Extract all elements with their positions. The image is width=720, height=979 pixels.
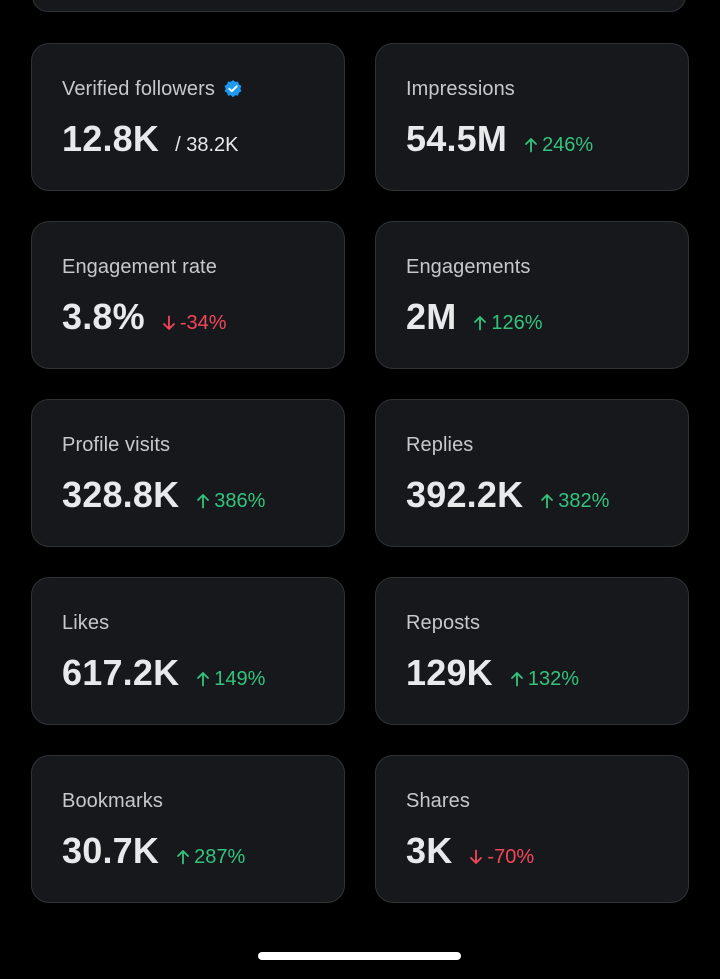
metric-title: Reposts [406,611,481,634]
metric-title: Verified followers [62,77,215,100]
metric-title: Replies [406,433,474,456]
metric-value: 392.2K [406,474,524,515]
metric-title: Shares [406,789,470,812]
metric-trend: 126% [472,312,543,335]
metric-title: Impressions [406,77,515,100]
metric-value: 30.7K [62,830,160,871]
metric-change: 246% [542,134,594,156]
metric-value: 328.8K [62,474,180,515]
metric-value: 129K [406,652,493,693]
arrow-up-icon [195,670,211,687]
metric-trend: 287% [175,846,245,869]
metric-trend: 246% [523,134,593,157]
metric-total: / 38.2K [175,134,239,156]
metric-trend: 386% [195,490,265,513]
arrow-down-icon [468,848,484,864]
metrics-grid: Verified followers 12.8K / 38.2K Impress… [31,43,689,903]
arrow-up-icon [539,492,555,509]
metric-change: -34% [179,312,227,334]
metric-card-profile-visits[interactable]: Profile visits 328.8K 386% [31,399,345,547]
card-value-row: 30.7K 287% [62,830,314,872]
metric-trend: -70% [468,846,534,869]
card-value-row: 3K -70% [406,830,658,872]
card-value-row: 392.2K 382% [406,474,658,516]
card-value-row: 3.8% -34% [62,296,314,338]
metric-trend: 132% [509,668,579,691]
card-value-row: 617.2K 149% [62,652,314,694]
metric-card-verified-followers[interactable]: Verified followers 12.8K / 38.2K [31,43,345,191]
metric-title: Engagement rate [62,255,217,278]
metric-value: 2M [406,296,457,337]
card-title-row: Replies [406,432,658,458]
card-value-row: 12.8K / 38.2K [62,118,314,160]
metric-trend: -34% [161,312,227,335]
metric-card-engagement-rate[interactable]: Engagement rate 3.8% -34% [31,221,345,369]
metric-card-impressions[interactable]: Impressions 54.5M 246% [375,43,689,191]
verified-badge-icon [223,79,243,99]
card-title-row: Profile visits [62,432,314,458]
metric-card-likes[interactable]: Likes 617.2K 149% [31,577,345,725]
card-title-row: Verified followers [62,76,314,102]
metric-trend: 382% [539,490,609,513]
metric-card-engagements[interactable]: Engagements 2M 126% [375,221,689,369]
home-indicator-bar[interactable] [258,952,461,960]
metric-change: 382% [558,490,610,512]
metric-trend: 149% [195,668,265,691]
card-title-row: Bookmarks [62,788,314,814]
card-title-row: Engagement rate [62,254,314,280]
arrow-down-icon [161,314,177,330]
card-title-row: Shares [406,788,658,814]
metric-change: 386% [214,490,266,512]
metric-value: 3.8% [62,296,145,337]
card-title-row: Engagements [406,254,658,280]
metric-card-shares[interactable]: Shares 3K -70% [375,755,689,903]
card-title-row: Impressions [406,76,658,102]
previous-card-edge [32,0,686,12]
card-value-row: 54.5M 246% [406,118,658,160]
metric-value: 54.5M [406,118,508,159]
metric-change: -70% [487,846,535,868]
metric-title: Bookmarks [62,789,163,812]
arrow-up-icon [175,848,191,865]
arrow-up-icon [195,492,211,509]
card-value-row: 129K 132% [406,652,658,694]
metric-change: 126% [491,312,543,334]
card-title-row: Reposts [406,610,658,636]
metric-title: Engagements [406,255,531,278]
metric-title: Likes [62,611,110,634]
metric-change: 132% [527,668,580,690]
card-value-row: 328.8K 386% [62,474,314,516]
metric-value: 617.2K [62,652,180,693]
metric-change: 287% [194,846,246,868]
metric-change: 149% [214,668,266,690]
metric-value: 3K [406,830,453,871]
metric-card-reposts[interactable]: Reposts 129K 132% [375,577,689,725]
card-title-row: Likes [62,610,314,636]
metric-title: Profile visits [62,433,171,456]
arrow-up-icon [523,136,539,153]
metric-card-replies[interactable]: Replies 392.2K 382% [375,399,689,547]
card-value-row: 2M 126% [406,296,658,338]
metric-card-bookmarks[interactable]: Bookmarks 30.7K 287% [31,755,345,903]
metric-value: 12.8K [62,118,160,159]
arrow-up-icon [472,314,488,331]
arrow-up-icon [509,670,525,687]
